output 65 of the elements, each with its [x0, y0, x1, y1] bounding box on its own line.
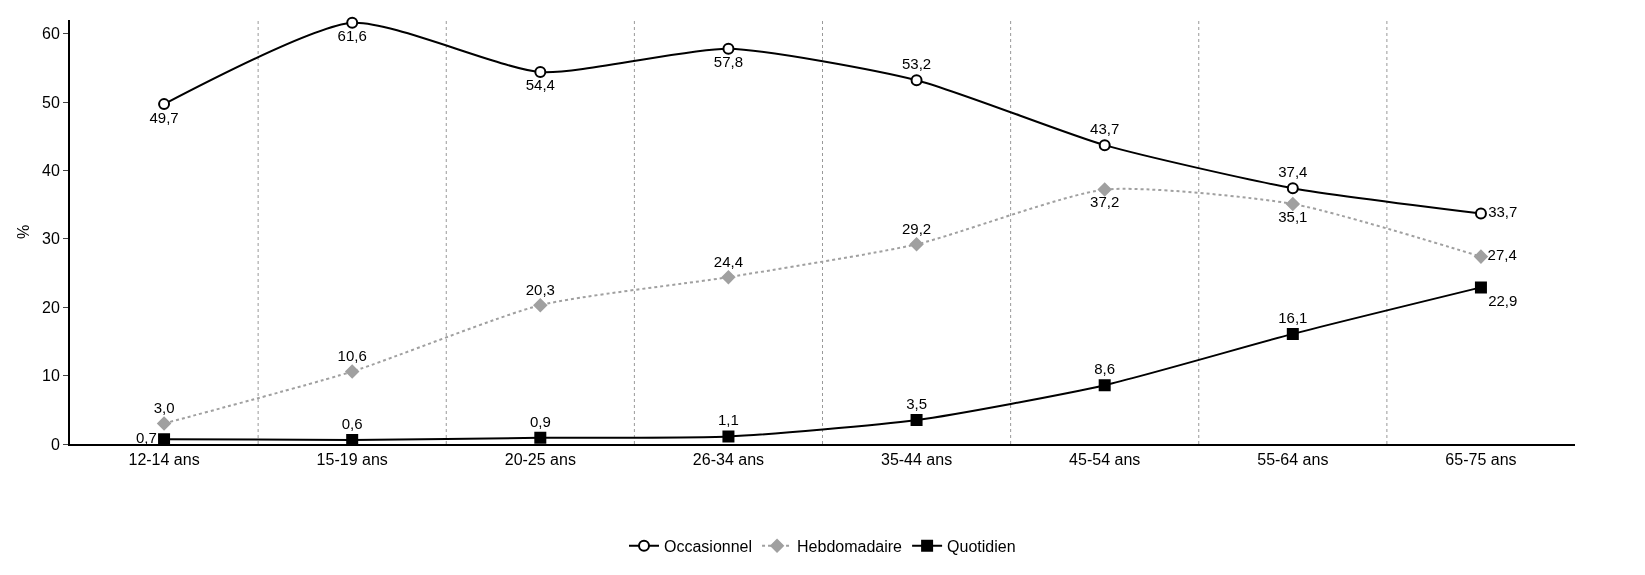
data-label: 61,6 [337, 27, 367, 45]
data-label: 54,4 [525, 76, 555, 94]
point [1474, 281, 1487, 294]
data-label: 43,7 [1090, 120, 1120, 138]
point [345, 364, 360, 379]
point [158, 98, 171, 111]
x-tick-label: 26-34 ans [692, 451, 765, 469]
data-label: 0,7 [135, 428, 157, 446]
point [346, 16, 359, 29]
point [1098, 139, 1111, 152]
data-label: 53,2 [901, 55, 932, 73]
point [910, 74, 923, 87]
y-tick-label: 50 [42, 93, 60, 111]
data-label: 33,7 [1488, 203, 1518, 221]
data-label: 20,3 [525, 280, 555, 298]
data-label: 0,9 [529, 412, 551, 430]
data-label: 10,6 [337, 347, 367, 365]
data-label: 16,1 [1278, 308, 1308, 326]
x-tick-label: 65-75 ans [1445, 451, 1517, 469]
point [1286, 182, 1299, 195]
y-axis-title: % [15, 224, 33, 240]
data-label: 24,4 [713, 252, 744, 270]
y-tick-label: 10 [42, 367, 60, 385]
data-label: 0,6 [341, 414, 363, 432]
x-tick-label: 20-25 ans [504, 451, 576, 469]
data-label: 35,1 [1278, 207, 1308, 225]
x-tick-label: 35-44 ans [880, 451, 953, 469]
data-label: 27,4 [1487, 246, 1517, 264]
data-label: 3,5 [906, 395, 927, 413]
legend-label: Hebdomadaire [797, 537, 903, 555]
y-tick-label: 0 [50, 435, 60, 453]
point [722, 430, 735, 443]
point [909, 237, 924, 252]
point [910, 414, 923, 427]
point [1286, 327, 1299, 340]
data-label: 8,6 [1094, 360, 1116, 378]
data-label: 37,4 [1278, 163, 1308, 181]
point [1474, 249, 1488, 264]
y-tick-label: 60 [42, 25, 60, 43]
point [1097, 182, 1112, 197]
x-tick-label: 55-64 ans [1257, 451, 1329, 469]
point [534, 65, 547, 78]
data-label: 3,0 [153, 399, 175, 417]
point [533, 298, 548, 313]
point [1285, 197, 1300, 211]
point [722, 42, 735, 55]
data-label: 22,9 [1488, 291, 1518, 309]
legend-label: Quotidien [947, 537, 1016, 555]
data-label: 1,1 [718, 411, 739, 429]
y-tick-label: 20 [42, 298, 60, 316]
legend-label: Occasionnel [664, 537, 753, 555]
data-label: 37,2 [1090, 193, 1120, 211]
point [157, 416, 171, 431]
x-tick-label: 15-19 ans [316, 451, 388, 469]
point [1474, 207, 1487, 220]
x-tick-label: 12-14 ans [128, 451, 200, 469]
y-tick-label: 40 [42, 162, 60, 180]
data-label: 49,7 [149, 108, 179, 126]
point [721, 270, 736, 284]
y-tick-label: 30 [42, 230, 60, 248]
x-tick-label: 45-54 ans [1069, 451, 1141, 469]
point [534, 431, 547, 444]
data-label: 57,8 [713, 53, 744, 71]
data-label: 29,2 [901, 219, 932, 237]
point [1098, 379, 1111, 392]
